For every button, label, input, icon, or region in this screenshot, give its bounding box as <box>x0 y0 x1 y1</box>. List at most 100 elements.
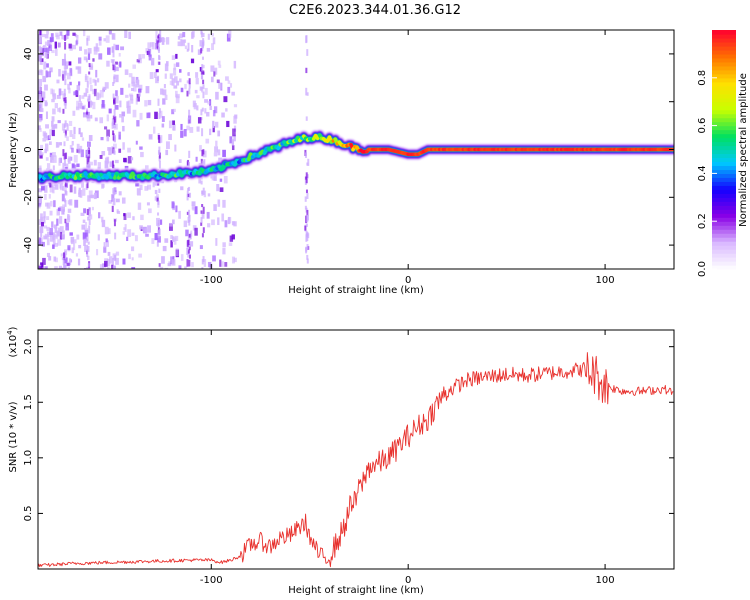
colorbar-band <box>712 137 736 143</box>
noise-speck <box>38 86 42 93</box>
noise-speck <box>214 146 219 153</box>
noise-speck <box>130 157 134 161</box>
noise-speck <box>38 197 41 202</box>
noise-speck <box>51 120 54 127</box>
noise-speck <box>217 130 221 137</box>
noise-speck <box>66 262 70 266</box>
noise-streak <box>200 109 203 116</box>
noise-streak <box>305 247 308 254</box>
noise-streak <box>112 130 115 136</box>
noise-streak <box>200 210 203 214</box>
noise-speck <box>86 111 90 119</box>
colorbar-band <box>712 257 736 262</box>
noise-speck <box>42 91 46 99</box>
noise-speck <box>155 31 158 39</box>
colorbar-band <box>712 249 736 254</box>
noise-speck <box>41 69 44 76</box>
noise-speck <box>53 233 58 238</box>
noise-speck <box>52 238 56 245</box>
noise-speck <box>226 120 230 128</box>
noise-speck <box>64 122 69 127</box>
noise-speck <box>77 258 81 266</box>
noise-streak <box>201 190 204 196</box>
noise-streak <box>88 71 91 75</box>
noise-speck <box>68 120 73 127</box>
noise-streak <box>62 209 65 215</box>
noise-speck <box>139 112 143 120</box>
spectrogram-ridge <box>38 129 674 186</box>
noise-speck <box>131 81 136 87</box>
noise-streak <box>156 241 159 247</box>
noise-speck <box>92 101 96 110</box>
noise-streak <box>64 254 67 259</box>
noise-speck <box>161 123 165 128</box>
noise-speck <box>38 54 42 62</box>
noise-speck <box>128 31 132 40</box>
noise-streak <box>112 133 115 141</box>
noise-streak <box>307 158 310 166</box>
noise-streak <box>188 83 191 89</box>
noise-speck <box>39 47 43 53</box>
noise-speck <box>49 152 53 158</box>
noise-speck <box>47 231 50 238</box>
noise-speck <box>38 188 43 193</box>
colorbar-gradient <box>712 30 736 270</box>
noise-speck <box>169 73 173 79</box>
noise-speck <box>46 163 51 169</box>
noise-speck <box>98 39 102 46</box>
noise-streak <box>87 101 90 108</box>
noise-speck <box>179 33 183 39</box>
noise-streak <box>111 59 114 66</box>
noise-speck <box>41 222 45 227</box>
noise-speck <box>178 159 182 164</box>
noise-speck <box>155 76 159 84</box>
noise-speck <box>175 205 178 213</box>
noise-speck <box>216 79 220 84</box>
noise-speck <box>84 244 89 253</box>
noise-streak <box>202 256 205 263</box>
noise-speck <box>195 72 199 78</box>
noise-speck <box>175 93 180 99</box>
noise-speck <box>179 69 182 73</box>
noise-speck <box>69 184 73 193</box>
noise-streak <box>86 182 89 189</box>
noise-speck <box>151 238 155 244</box>
noise-speck <box>40 144 44 150</box>
noise-streak <box>157 47 160 53</box>
colorbar-band <box>712 265 736 270</box>
noise-speck <box>44 84 48 91</box>
noise-speck <box>61 230 66 239</box>
noise-streak <box>86 108 89 112</box>
noise-streak <box>112 188 115 194</box>
noise-speck <box>161 116 165 122</box>
noise-speck <box>233 60 237 69</box>
noise-speck <box>141 54 145 59</box>
noise-speck <box>76 34 79 39</box>
noise-speck <box>192 206 195 211</box>
noise-speck <box>153 126 156 134</box>
noise-streak <box>113 219 116 227</box>
noise-speck <box>170 235 173 239</box>
colorbar-band <box>712 237 736 242</box>
noise-speck <box>46 252 51 258</box>
noise-speck <box>204 87 208 95</box>
noise-streak <box>305 177 308 184</box>
noise-streak <box>63 97 66 102</box>
noise-speck <box>49 141 52 145</box>
noise-streak <box>62 185 65 191</box>
noise-speck <box>91 206 94 211</box>
noise-speck <box>40 58 44 62</box>
noise-streak <box>86 37 89 46</box>
noise-speck <box>97 234 100 241</box>
noise-streak <box>88 218 91 226</box>
noise-speck <box>218 64 222 68</box>
noise-speck <box>120 87 124 95</box>
colorbar-band <box>712 65 736 71</box>
noise-streak <box>202 91 205 99</box>
noise-speck <box>170 240 173 248</box>
noise-speck <box>199 86 203 91</box>
noise-streak <box>113 134 116 143</box>
noise-speck <box>118 52 121 57</box>
y-tick-label: -40 <box>23 237 34 253</box>
noise-speck <box>173 63 176 71</box>
